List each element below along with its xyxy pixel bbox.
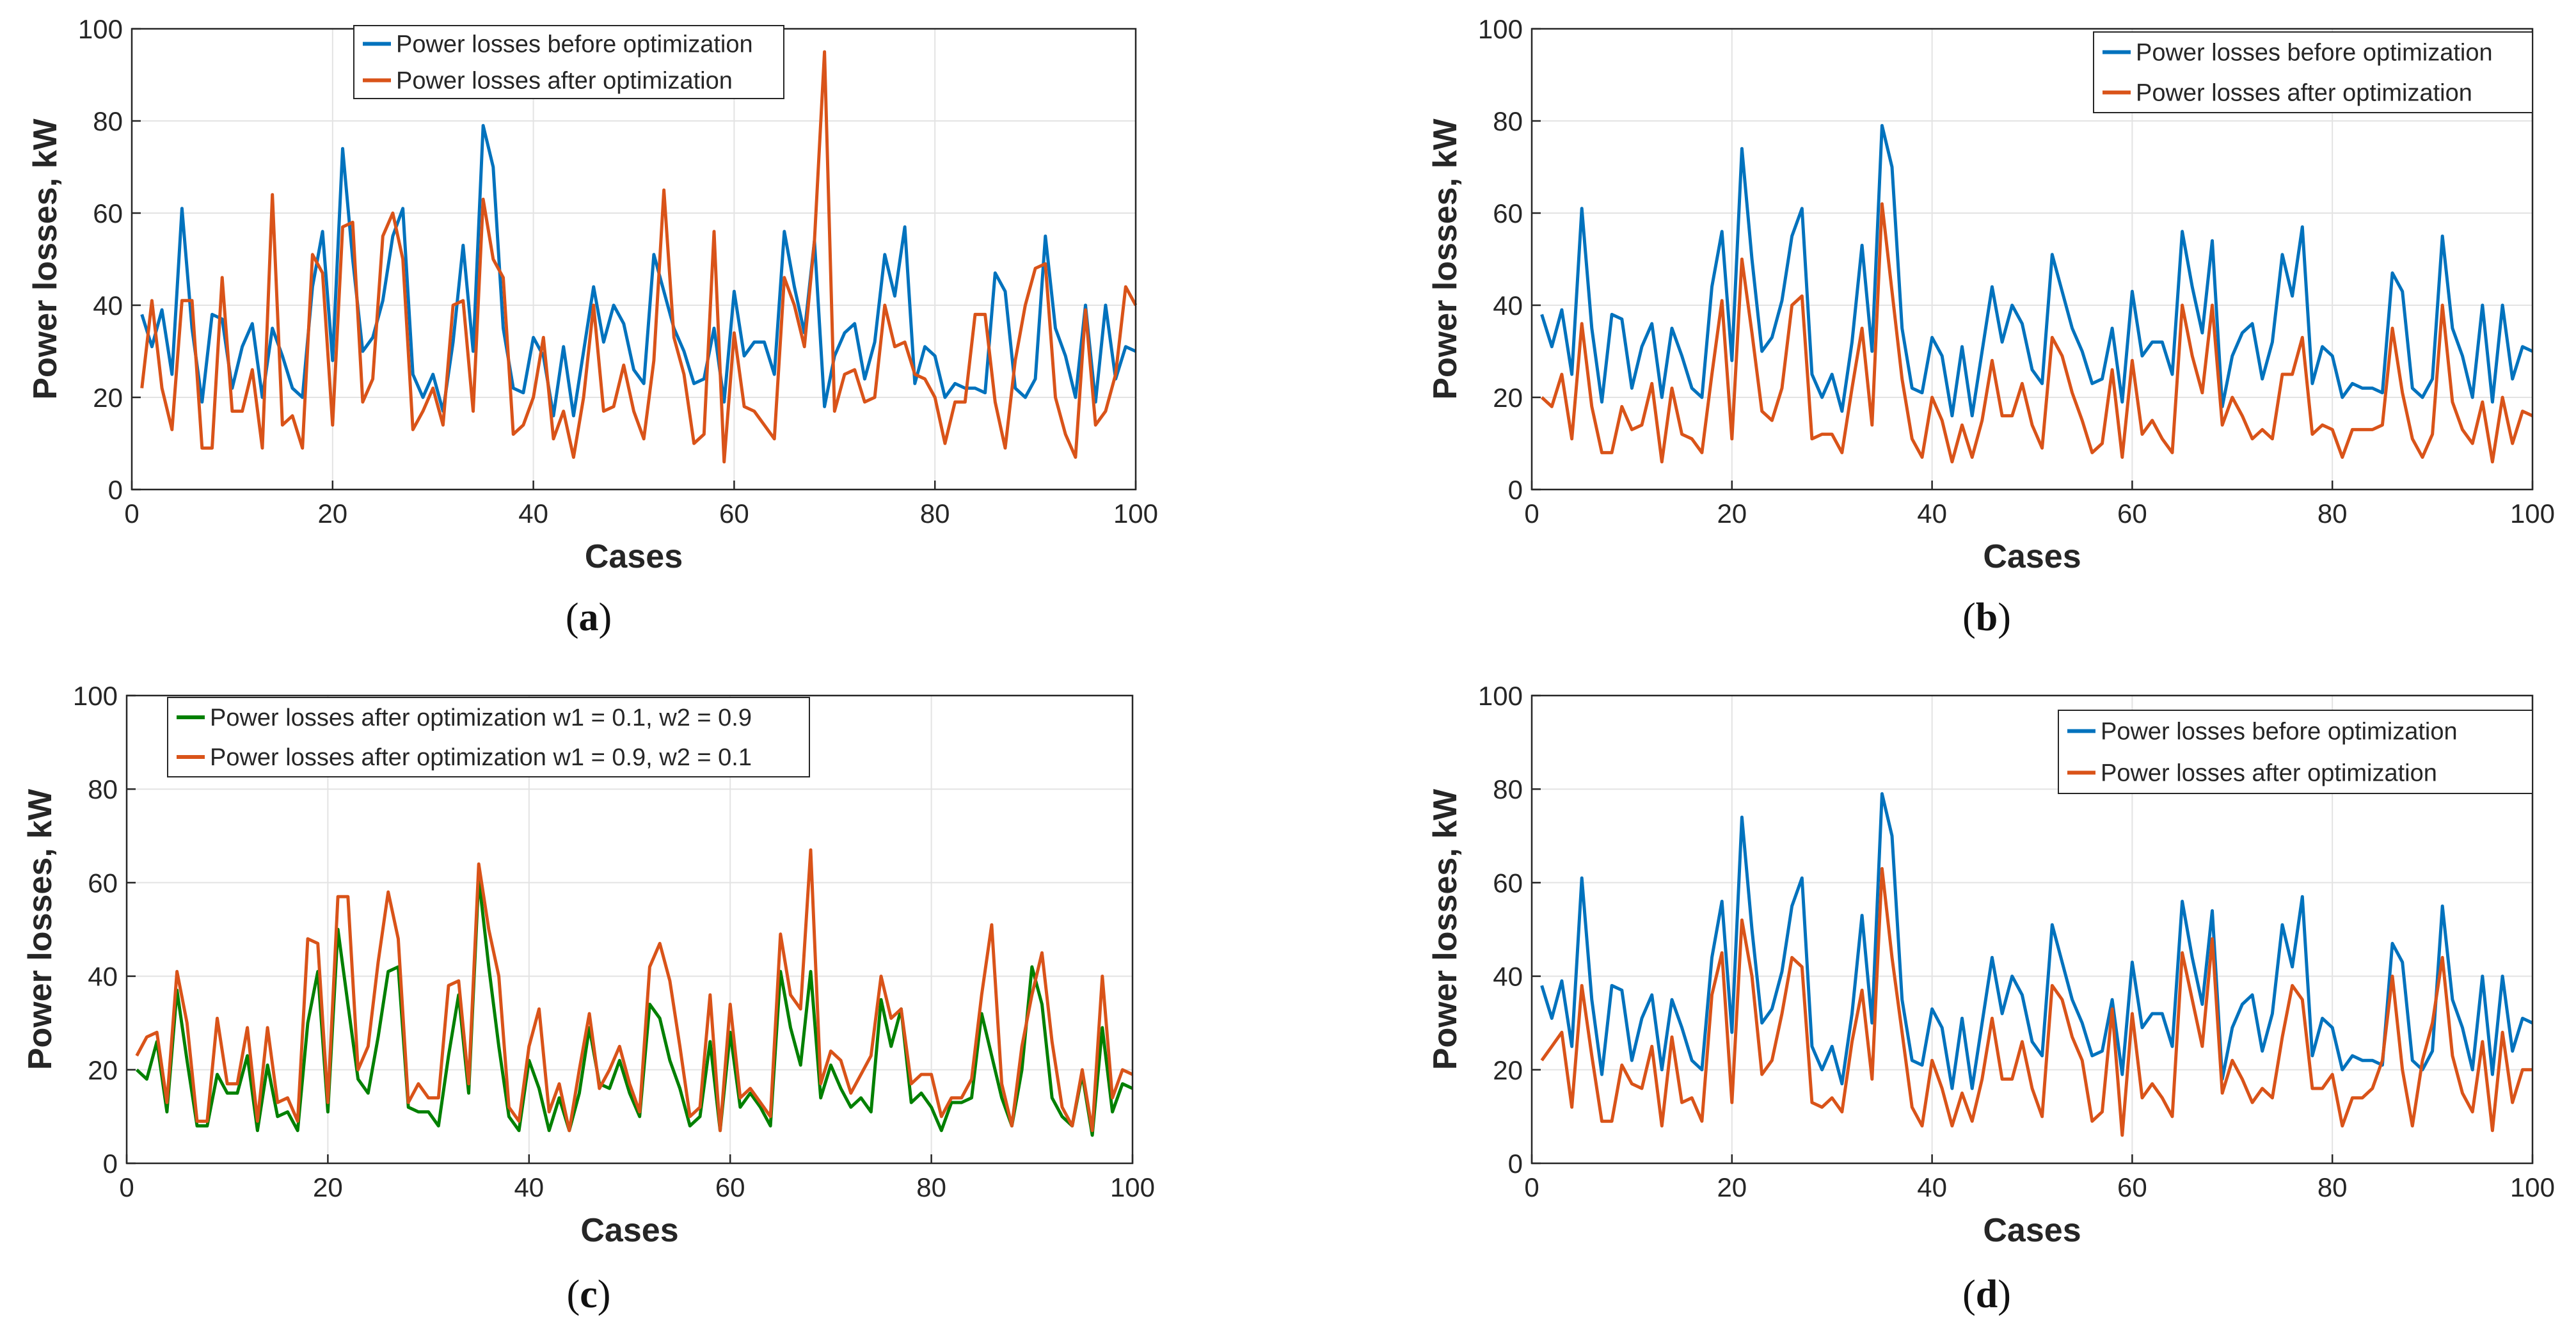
chart-panel-d: 0 20 40 60 80 100 0 20 40 60 80 100 Cases Power losse… (1427, 681, 2555, 1316)
x-tick-label: 60 (719, 498, 749, 529)
x-tick-label: 20 (1717, 1172, 1747, 1202)
x-tick-label: 60 (2117, 498, 2147, 529)
x-tick-label: 40 (1917, 1172, 1947, 1202)
legend-box (2093, 31, 2533, 113)
series-line-1 (135, 876, 1134, 1137)
panel-caption: (b) (1962, 596, 2011, 639)
legend-box (353, 25, 784, 99)
x-tick-label: 80 (2318, 1172, 2348, 1202)
legend-box (2058, 710, 2533, 794)
y-tick-label: 60 (88, 868, 118, 898)
panel-caption-letter: d (1976, 1273, 1998, 1316)
legend: Power losses before optimization Power lo… (2093, 31, 2533, 113)
y-tick-label: 100 (1478, 14, 1523, 44)
y-tick-label: 40 (93, 291, 123, 321)
series-line-1 (1540, 123, 2534, 418)
y-tick-label: 40 (1493, 291, 1523, 321)
panel-caption-letter: b (1976, 596, 1998, 639)
y-tick-label: 40 (88, 962, 118, 992)
panel-caption: (c) (567, 1273, 611, 1316)
y-tick-label: 0 (1508, 1149, 1523, 1179)
legend-label-1: Power losses before optimization (2101, 719, 2458, 745)
x-tick-label: 80 (920, 498, 950, 529)
y-axis-label: Power losses, kW (1427, 788, 1464, 1070)
legend-label-1: Power losses before optimization (2136, 40, 2493, 67)
x-tick-label: 20 (313, 1172, 343, 1202)
y-tick-label: 40 (1493, 962, 1523, 992)
chart-panel-c: 0 20 40 60 80 100 0 20 40 60 80 100 Cases Power losse… (22, 681, 1155, 1316)
y-tick-label: 0 (108, 475, 123, 505)
x-tick-label: 20 (317, 498, 347, 529)
x-tick-label: 80 (916, 1172, 946, 1202)
legend-label-1: Power losses before optimization (396, 31, 753, 58)
x-tick-label: 20 (1717, 498, 1747, 529)
x-axis-label: Cases (1983, 1212, 2081, 1249)
y-tick-label: 80 (88, 774, 118, 804)
y-tick-label: 80 (1493, 774, 1523, 804)
axes-frame (125, 694, 1134, 1165)
y-tick-label: 100 (78, 14, 123, 44)
series-line-2 (140, 50, 1138, 464)
x-tick-label: 0 (1524, 1172, 1539, 1202)
series-line-2 (1540, 202, 2534, 464)
legend-label-2: Power losses after optimization (2101, 760, 2437, 787)
legend: Power losses after optimization w1 = 0.1… (167, 697, 810, 777)
panel-caption-letter: c (580, 1273, 598, 1316)
y-axis-label: Power losses, kW (22, 788, 59, 1070)
legend-label-1: Power losses after optimization w1 = 0.1… (210, 705, 752, 731)
y-tick-label: 60 (1493, 198, 1523, 228)
x-tick-label: 60 (2117, 1172, 2147, 1202)
x-axis-label: Cases (580, 1212, 678, 1249)
legend-label-2: Power losses after optimization w1 = 0.9… (210, 744, 752, 771)
axes-frame (1530, 28, 2534, 491)
x-axis-label: Cases (1983, 538, 2081, 575)
x-tick-label: 100 (1110, 1172, 1155, 1202)
x-tick-label: 0 (1524, 498, 1539, 529)
axes-frame (1530, 694, 2534, 1165)
y-tick-label: 0 (1508, 475, 1523, 505)
y-tick-label: 100 (1478, 681, 1523, 711)
y-tick-label: 80 (93, 106, 123, 136)
legend-label-2: Power losses after optimization (2136, 80, 2472, 107)
legend-box (167, 697, 810, 777)
y-tick-label: 100 (73, 681, 118, 711)
x-tick-label: 0 (124, 498, 139, 529)
chart-panel-a: 0 20 40 60 80 100 0 20 40 60 80 100 Cases Power losse… (27, 14, 1158, 639)
x-tick-label: 100 (2510, 498, 2555, 529)
x-tick-label: 40 (1917, 498, 1947, 529)
y-tick-label: 20 (88, 1055, 118, 1085)
series-line-1 (1540, 792, 2534, 1090)
x-tick-label: 0 (119, 1172, 134, 1202)
chart-panel-b: 0 20 40 60 80 100 0 20 40 60 80 100 Cases Power losse… (1427, 14, 2555, 639)
y-axis-label: Power losses, kW (27, 118, 64, 399)
y-tick-label: 0 (103, 1149, 118, 1179)
x-axis-label: Cases (585, 538, 683, 575)
legend: Power losses before optimization Power lo… (2058, 710, 2533, 794)
legend: Power losses before optimization Power lo… (353, 25, 784, 99)
panel-caption-letter: a (579, 596, 599, 639)
y-axis-label: Power losses, kW (1427, 118, 1464, 399)
x-tick-label: 100 (2510, 1172, 2555, 1202)
y-tick-label: 20 (1493, 1055, 1523, 1085)
y-tick-label: 60 (93, 198, 123, 228)
x-tick-label: 80 (2318, 498, 2348, 529)
x-tick-label: 40 (518, 498, 548, 529)
x-tick-label: 60 (715, 1172, 745, 1202)
panel-caption: (a) (566, 596, 612, 639)
series-line-2 (1540, 867, 2532, 1137)
y-tick-label: 60 (1493, 868, 1523, 898)
x-tick-label: 100 (1113, 498, 1158, 529)
y-tick-label: 20 (1493, 383, 1523, 413)
panel-caption: (d) (1962, 1273, 2011, 1316)
y-tick-label: 80 (1493, 106, 1523, 136)
x-tick-label: 40 (514, 1172, 544, 1202)
series-line-2 (135, 848, 1134, 1133)
legend-label-2: Power losses after optimization (396, 68, 733, 95)
y-tick-label: 20 (93, 383, 123, 413)
